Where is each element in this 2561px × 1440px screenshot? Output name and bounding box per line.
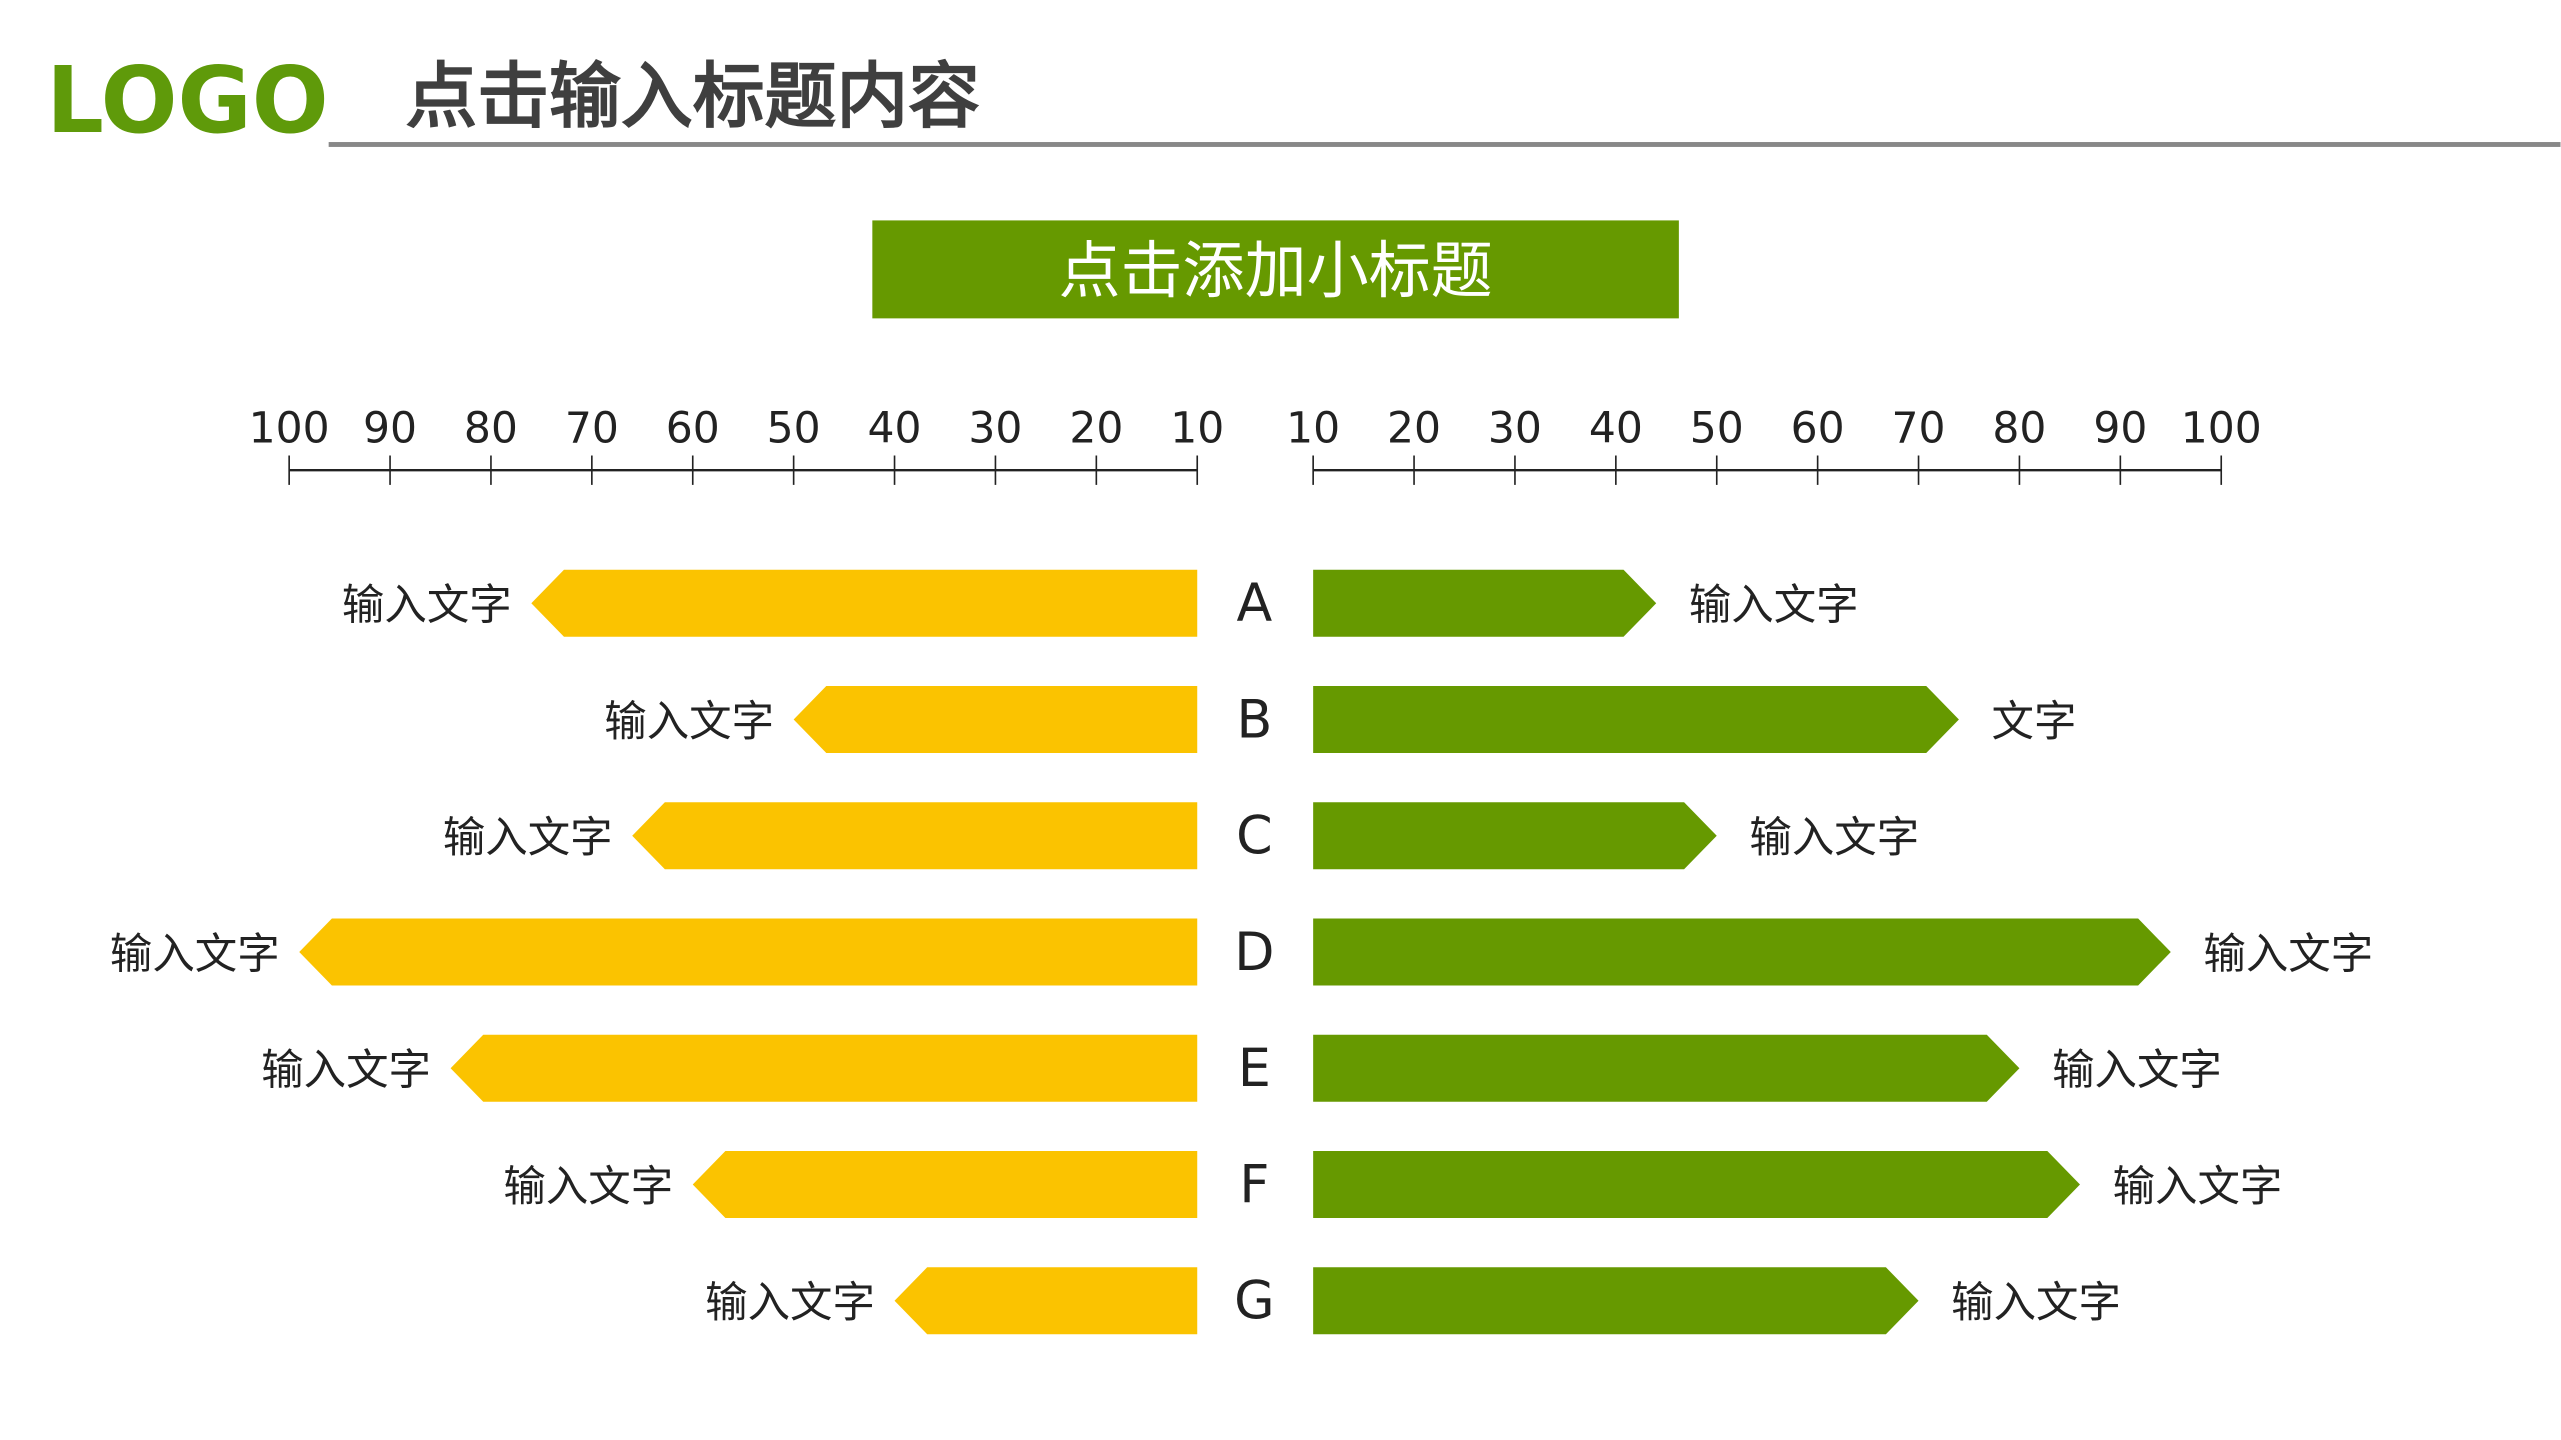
right-bar-label: 输入文字 xyxy=(2113,1163,2283,1212)
right-tick-label: 40 xyxy=(1589,404,1643,453)
category-label: F xyxy=(1239,1155,1269,1215)
left-bar-label: 输入文字 xyxy=(443,814,613,863)
right-bar xyxy=(1313,1267,1919,1335)
right-tick-label: 50 xyxy=(1690,404,1744,453)
right-bar xyxy=(1313,1151,2080,1218)
right-tick-label: 20 xyxy=(1387,404,1441,453)
left-bar xyxy=(299,918,1198,986)
right-bar-label: 输入文字 xyxy=(1689,582,1859,631)
chart: 10 10 20 20 30 30 40 40 50 50 60 60 70 70 80 80 90 90 100 1… xyxy=(110,404,2373,1335)
page-title[interactable]: 点击输入标题内容 xyxy=(405,54,980,138)
right-bar xyxy=(1313,1034,2020,1102)
category-label: C xyxy=(1236,807,1272,867)
right-tick-label: 80 xyxy=(1992,404,2046,453)
category-label: G xyxy=(1234,1272,1274,1332)
left-bar-label: 输入文字 xyxy=(503,1163,673,1212)
category-label: E xyxy=(1238,1039,1271,1099)
left-bar xyxy=(894,1267,1198,1335)
right-tick-label: 30 xyxy=(1488,404,1542,453)
left-bar-label: 输入文字 xyxy=(342,582,512,631)
subtitle-box[interactable] xyxy=(872,220,1679,319)
right-bar-label: 文字 xyxy=(1992,698,2077,747)
right-bar-label: 输入文字 xyxy=(1951,1279,2121,1328)
right-tick-label: 10 xyxy=(1286,404,1340,453)
category-label: A xyxy=(1237,574,1273,634)
left-tick-label: 40 xyxy=(868,404,922,453)
left-tick-label: 60 xyxy=(666,404,720,453)
right-bar xyxy=(1313,918,2171,986)
left-tick-label: 50 xyxy=(767,404,821,453)
left-bar xyxy=(531,569,1198,637)
left-tick-label: 20 xyxy=(1069,404,1123,453)
right-tick-label: 60 xyxy=(1791,404,1845,453)
left-tick-label: 100 xyxy=(249,404,330,453)
left-bar-label: 输入文字 xyxy=(110,930,280,979)
left-bar xyxy=(450,1034,1198,1102)
left-bar-label: 输入文字 xyxy=(705,1279,875,1328)
left-tick-label: 90 xyxy=(363,404,417,453)
right-bar-label: 输入文字 xyxy=(2203,930,2373,979)
left-bar-label: 输入文字 xyxy=(261,1047,431,1096)
logo: LOGO xyxy=(46,47,328,154)
right-bar xyxy=(1313,686,1959,753)
header-rule xyxy=(328,142,2561,147)
left-bar-label: 输入文字 xyxy=(604,698,774,747)
right-bar-label: 输入文字 xyxy=(2052,1047,2222,1096)
right-bar xyxy=(1313,569,1657,637)
left-tick-label: 80 xyxy=(464,404,518,453)
right-bar xyxy=(1313,802,1717,870)
right-bar-label: 输入文字 xyxy=(1749,814,1919,863)
right-tick-label: 100 xyxy=(2181,404,2262,453)
left-bar xyxy=(692,1151,1198,1218)
left-tick-label: 30 xyxy=(968,404,1022,453)
subtitle[interactable]: 点击添加小标题 xyxy=(1058,234,1492,307)
category-label: B xyxy=(1236,690,1272,750)
left-bar xyxy=(632,802,1198,870)
left-bar xyxy=(793,686,1198,753)
category-label: D xyxy=(1234,923,1274,983)
right-tick-label: 90 xyxy=(2093,404,2147,453)
left-tick-label: 10 xyxy=(1170,404,1224,453)
right-tick-label: 70 xyxy=(1892,404,1946,453)
left-tick-label: 70 xyxy=(565,404,619,453)
